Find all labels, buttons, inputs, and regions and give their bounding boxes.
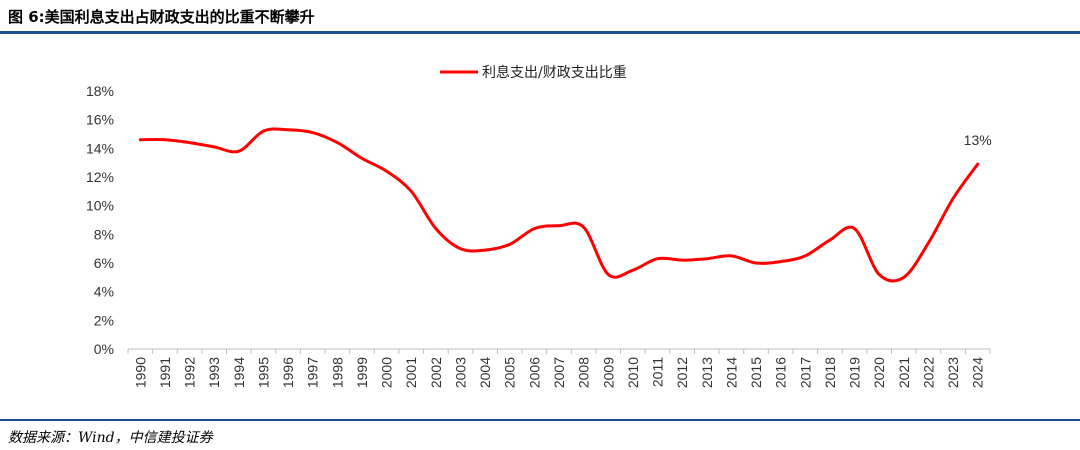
y-tick-label: 16%	[86, 112, 114, 128]
x-tick-label: 2004	[477, 357, 493, 388]
x-tick-label: 2018	[822, 357, 838, 388]
data-label-2024: 13%	[964, 132, 992, 148]
x-tick-label: 2010	[625, 357, 641, 388]
x-tick-label: 2015	[748, 357, 764, 388]
x-tick-label: 1992	[182, 357, 198, 388]
y-tick-label: 8%	[94, 226, 114, 242]
x-tick-label: 2007	[551, 357, 567, 388]
x-tick-label: 2012	[674, 357, 690, 388]
x-tick-label: 2019	[847, 357, 863, 388]
x-tick-label: 2009	[600, 357, 616, 388]
figure-title: 图 6:美国利息支出占财政支出的比重不断攀升	[8, 8, 315, 26]
x-tick-label: 2024	[970, 357, 986, 388]
x-tick-label: 2011	[650, 357, 666, 387]
x-axis-tick-marks	[127, 349, 991, 354]
x-tick-label: 1991	[157, 357, 173, 388]
x-tick-label: 1995	[255, 357, 271, 388]
y-tick-label: 6%	[94, 255, 114, 271]
x-tick-label: 2013	[699, 357, 715, 388]
x-tick-label: 1994	[231, 357, 247, 388]
x-tick-label: 2022	[920, 357, 936, 388]
legend-label: 利息支出/财政支出比重	[482, 64, 627, 81]
y-tick-label: 0%	[94, 341, 114, 357]
x-tick-label: 2021	[896, 357, 912, 388]
x-tick-label: 2023	[945, 357, 961, 388]
x-tick-label: 1998	[329, 357, 345, 388]
x-tick-label: 1996	[280, 357, 296, 388]
x-tick-label: 2001	[403, 357, 419, 388]
top-rule	[0, 31, 1080, 34]
x-tick-label: 2003	[452, 357, 468, 388]
source-note: 数据来源：Wind，中信建投证券	[8, 430, 213, 446]
line-chart: 0%2%4%6%8%10%12%14%16%18% 1990 1991 1992 19…	[86, 64, 992, 388]
x-tick-label: 1993	[206, 357, 222, 388]
bottom-rule	[0, 419, 1080, 421]
legend: 利息支出/财政支出比重	[440, 64, 627, 81]
x-tick-label: 2008	[576, 357, 592, 388]
y-tick-label: 18%	[86, 83, 114, 99]
x-tick-label: 1997	[305, 357, 321, 388]
x-tick-label: 2016	[773, 357, 789, 388]
y-tick-label: 2%	[94, 312, 114, 328]
x-tick-label: 2006	[526, 357, 542, 388]
series-line-interest-ratio	[138, 127, 980, 283]
x-axis-ticks: 1990 1991 1992 1993 1994 1995 1996 1997 1998 1999…	[132, 357, 985, 388]
x-tick-label: 2005	[502, 357, 518, 388]
y-tick-label: 10%	[86, 198, 114, 214]
y-tick-label: 12%	[86, 169, 114, 185]
x-tick-label: 2020	[871, 357, 887, 388]
x-tick-label: 2014	[723, 357, 739, 388]
x-tick-label: 2017	[797, 357, 813, 388]
y-axis-ticks: 0% 2% 4% 6% 8% 10% 12% 14% 16% 18%	[86, 83, 114, 357]
y-tick-label: 4%	[94, 284, 114, 300]
y-tick-label: 14%	[86, 140, 114, 156]
x-tick-label: 1999	[354, 357, 370, 388]
x-tick-label: 2000	[379, 357, 395, 388]
x-tick-label: 1990	[132, 357, 148, 388]
x-tick-label: 2002	[428, 357, 444, 388]
